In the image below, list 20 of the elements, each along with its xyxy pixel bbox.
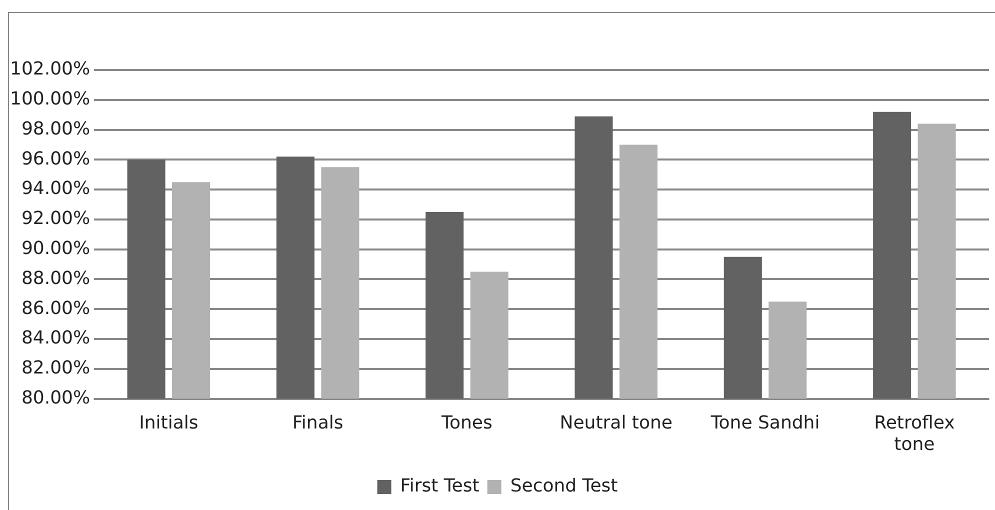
legend-label: First Test [400, 476, 480, 497]
y-tick-label: 86.00% [21, 298, 90, 319]
x-tick-label: Tone Sandhi [710, 412, 820, 434]
y-tick-label: 96.00% [21, 148, 90, 170]
x-tick-label: Initials [139, 412, 198, 434]
y-tick-label: 84.00% [21, 328, 90, 349]
y-tick-label: 102.00% [10, 58, 90, 80]
x-tick-label: Finals [292, 412, 344, 434]
y-tick-label: 92.00% [21, 208, 90, 230]
y-tick-label: 90.00% [21, 238, 90, 260]
legend-label: Second Test [510, 476, 618, 497]
y-tick-label: 80.00% [21, 387, 90, 408]
y-tick-label: 88.00% [21, 268, 90, 289]
x-tick-label: Tones [440, 412, 492, 434]
x-tick-label: Retroflex tone [874, 412, 956, 455]
y-tick-label: 100.00% [10, 88, 90, 110]
y-tick-label: 82.00% [21, 358, 90, 379]
y-tick-label: 94.00% [21, 178, 90, 200]
x-tick-label: Neutral tone [560, 412, 672, 434]
y-tick-label: 98.00% [21, 118, 90, 140]
